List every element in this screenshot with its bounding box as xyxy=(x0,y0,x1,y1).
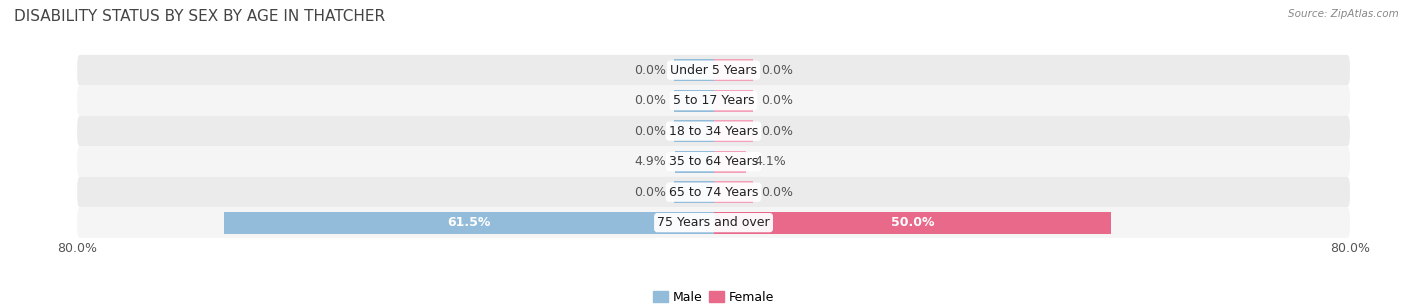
Text: 0.0%: 0.0% xyxy=(634,186,666,199)
Text: 75 Years and over: 75 Years and over xyxy=(657,216,770,229)
Text: Under 5 Years: Under 5 Years xyxy=(671,64,756,77)
Text: 5 to 17 Years: 5 to 17 Years xyxy=(673,94,754,107)
Text: 50.0%: 50.0% xyxy=(890,216,934,229)
Bar xyxy=(673,120,714,142)
Text: 0.0%: 0.0% xyxy=(761,94,793,107)
Text: Source: ZipAtlas.com: Source: ZipAtlas.com xyxy=(1288,9,1399,19)
Text: 4.1%: 4.1% xyxy=(754,155,786,168)
Bar xyxy=(675,151,714,173)
Text: 61.5%: 61.5% xyxy=(447,216,491,229)
Bar xyxy=(714,181,754,203)
Bar xyxy=(673,90,714,112)
Text: 0.0%: 0.0% xyxy=(761,186,793,199)
FancyBboxPatch shape xyxy=(77,116,1350,146)
Text: 35 to 64 Years: 35 to 64 Years xyxy=(669,155,758,168)
FancyBboxPatch shape xyxy=(77,207,1350,238)
Bar xyxy=(714,120,754,142)
Bar xyxy=(714,59,754,81)
Bar xyxy=(714,212,1111,234)
Text: 0.0%: 0.0% xyxy=(634,125,666,138)
FancyBboxPatch shape xyxy=(77,55,1350,85)
Bar xyxy=(225,212,714,234)
Text: 0.0%: 0.0% xyxy=(634,94,666,107)
Text: 4.9%: 4.9% xyxy=(636,155,666,168)
Bar xyxy=(714,151,747,173)
Text: 65 to 74 Years: 65 to 74 Years xyxy=(669,186,758,199)
Text: DISABILITY STATUS BY SEX BY AGE IN THATCHER: DISABILITY STATUS BY SEX BY AGE IN THATC… xyxy=(14,9,385,24)
Text: 0.0%: 0.0% xyxy=(761,125,793,138)
Text: 18 to 34 Years: 18 to 34 Years xyxy=(669,125,758,138)
Bar xyxy=(673,59,714,81)
FancyBboxPatch shape xyxy=(77,177,1350,207)
Text: 0.0%: 0.0% xyxy=(634,64,666,77)
Legend: Male, Female: Male, Female xyxy=(648,285,779,305)
FancyBboxPatch shape xyxy=(77,146,1350,177)
Text: 0.0%: 0.0% xyxy=(761,64,793,77)
FancyBboxPatch shape xyxy=(77,85,1350,116)
Bar xyxy=(673,181,714,203)
Bar xyxy=(714,90,754,112)
